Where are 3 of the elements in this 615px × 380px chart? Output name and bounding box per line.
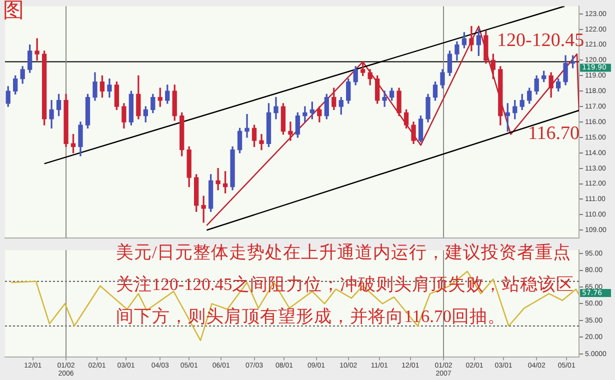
annotation: 图	[3, 0, 24, 24]
annotation: 116.70	[528, 123, 580, 145]
annotation: 120-120.45	[497, 30, 584, 52]
